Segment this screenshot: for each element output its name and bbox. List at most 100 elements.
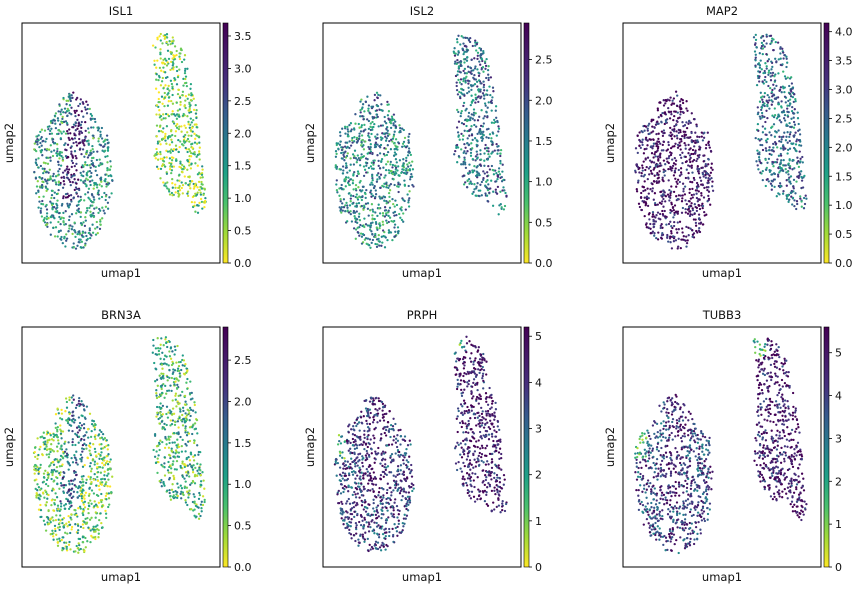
cell-point bbox=[169, 495, 172, 498]
cell-point bbox=[154, 367, 157, 370]
cell-point bbox=[692, 158, 696, 162]
cell-point bbox=[194, 103, 197, 107]
cell-point bbox=[757, 168, 760, 171]
cell-point bbox=[75, 212, 78, 215]
cell-point bbox=[63, 107, 67, 110]
cell-point bbox=[663, 111, 667, 114]
cell-point bbox=[649, 222, 652, 226]
cell-point bbox=[392, 122, 395, 125]
cell-point bbox=[65, 103, 68, 106]
cell-point bbox=[165, 172, 169, 175]
cell-point bbox=[92, 134, 95, 137]
cell-point bbox=[73, 453, 76, 457]
cell-point bbox=[662, 159, 666, 162]
cell-point bbox=[68, 215, 71, 218]
cell-point bbox=[652, 138, 655, 141]
cell-point bbox=[199, 514, 202, 518]
cell-point bbox=[64, 120, 68, 123]
cell-point bbox=[181, 171, 184, 174]
cell-point bbox=[408, 197, 411, 200]
cell-point bbox=[465, 185, 469, 189]
cell-point bbox=[52, 460, 55, 464]
cell-point bbox=[356, 158, 359, 162]
cell-point bbox=[38, 195, 41, 199]
cell-point bbox=[199, 503, 203, 506]
cell-point bbox=[685, 245, 688, 248]
cell-point bbox=[45, 478, 49, 482]
cell-point bbox=[54, 422, 57, 425]
cell-point bbox=[387, 220, 390, 224]
cell-point bbox=[362, 165, 366, 168]
cell-point bbox=[681, 227, 684, 230]
cell-point bbox=[677, 131, 680, 134]
cell-point bbox=[407, 201, 410, 204]
cell-point bbox=[478, 129, 481, 132]
cell-point bbox=[698, 135, 701, 139]
cell-point bbox=[770, 60, 773, 63]
cell-point bbox=[87, 511, 90, 515]
cell-point bbox=[372, 125, 375, 129]
cell-point bbox=[654, 155, 657, 158]
cell-point bbox=[161, 413, 164, 416]
cell-point bbox=[637, 202, 641, 205]
cell-point bbox=[173, 468, 177, 471]
cell-point bbox=[389, 126, 393, 130]
cell-point bbox=[388, 139, 391, 143]
cell-point bbox=[392, 178, 395, 181]
cell-point bbox=[56, 174, 59, 177]
cell-point bbox=[355, 210, 358, 213]
cell-point bbox=[73, 109, 76, 113]
cell-point bbox=[91, 459, 94, 462]
cell-point bbox=[756, 164, 759, 167]
cell-point bbox=[59, 481, 63, 485]
cell-point bbox=[59, 217, 62, 221]
cell-point bbox=[199, 191, 202, 194]
cell-point bbox=[360, 242, 364, 245]
cell-point bbox=[754, 64, 757, 67]
cell-point bbox=[666, 160, 669, 163]
cell-point bbox=[462, 79, 465, 83]
cell-point bbox=[788, 104, 791, 107]
cell-point bbox=[185, 414, 189, 417]
cell-point bbox=[195, 109, 198, 112]
cell-point bbox=[179, 410, 182, 413]
cell-point bbox=[651, 182, 654, 186]
cell-point bbox=[799, 160, 802, 163]
cell-point bbox=[652, 142, 656, 145]
cell-point bbox=[348, 123, 351, 127]
cell-point bbox=[703, 210, 706, 214]
cell-point bbox=[673, 114, 676, 118]
cell-point bbox=[47, 484, 50, 488]
cell-point bbox=[89, 180, 92, 183]
cell-point bbox=[382, 166, 385, 169]
cell-point bbox=[473, 57, 476, 60]
cell-point bbox=[485, 128, 489, 131]
cell-point bbox=[486, 106, 489, 109]
cell-point bbox=[368, 238, 372, 241]
cell-point bbox=[82, 408, 86, 411]
cell-point bbox=[56, 117, 60, 120]
cell-point bbox=[681, 101, 685, 105]
cell-point bbox=[59, 229, 62, 232]
cell-point bbox=[97, 484, 101, 488]
cell-point bbox=[180, 487, 184, 490]
cell-point bbox=[476, 119, 480, 122]
cell-point bbox=[164, 132, 167, 136]
cell-point bbox=[691, 148, 695, 152]
cell-point bbox=[388, 216, 392, 219]
cell-point bbox=[75, 157, 78, 160]
cell-point bbox=[51, 529, 54, 532]
cell-point bbox=[453, 47, 456, 50]
cell-point bbox=[179, 100, 182, 104]
cell-point bbox=[478, 194, 481, 198]
cell-point bbox=[65, 541, 68, 544]
cell-point bbox=[368, 152, 372, 155]
colorbar-tick-label: 4.0 bbox=[835, 26, 853, 39]
cell-point bbox=[172, 113, 176, 116]
cell-point bbox=[767, 71, 770, 74]
cell-point bbox=[392, 202, 395, 206]
cell-point bbox=[792, 178, 796, 182]
cell-point bbox=[82, 548, 85, 551]
cell-point bbox=[89, 452, 92, 455]
cell-point bbox=[171, 87, 174, 90]
